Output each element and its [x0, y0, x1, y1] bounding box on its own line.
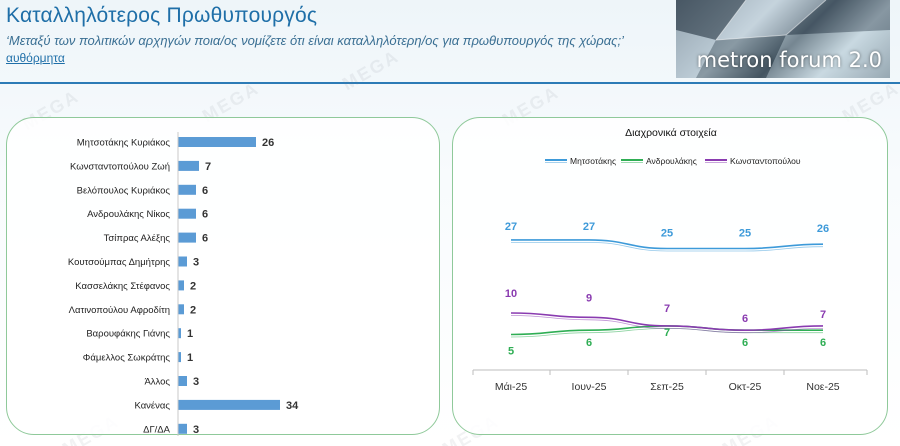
x-tick-label: Μάι-25	[495, 381, 527, 393]
series-line	[510, 312, 824, 332]
header-divider	[0, 82, 900, 84]
line-data-label: 7	[820, 309, 826, 321]
line-chart: Διαχρονικά στοιχεία Μητσοτάκης Ανδρουλάκη…	[472, 127, 868, 393]
bar-value-label: 1	[187, 352, 193, 364]
x-tick-label: Οκτ-25	[729, 381, 762, 393]
bar-category-label: Μητσοτάκης Κυριάκος	[77, 138, 171, 149]
bar-category-label: Λατινοπούλου Αφροδίτη	[69, 305, 170, 316]
legend-label: Κωνσταντοπούλου	[730, 156, 801, 166]
line-data-label: 5	[508, 346, 514, 358]
line-data-label: 7	[664, 327, 670, 339]
logo-text: metron forum 2.0	[684, 48, 882, 72]
bar	[178, 184, 196, 195]
bar-value-label: 6	[202, 233, 208, 245]
legend-label: Μητσοτάκης	[570, 156, 616, 166]
line-data-label: 6	[742, 313, 748, 325]
line-data-label: 26	[817, 223, 829, 235]
subnote-spontaneous: αυθόρμητα	[6, 51, 65, 65]
bar	[178, 423, 187, 434]
bar	[178, 328, 181, 339]
line-data-label: 6	[586, 337, 592, 349]
logo-version: 2.0	[848, 48, 882, 72]
bar-category-label: Βαρουφάκης Γιάνης	[86, 329, 170, 340]
x-tick-label: Σεπ-25	[650, 381, 684, 393]
bar	[178, 232, 196, 243]
line-data-label: 6	[742, 337, 748, 349]
x-tick-label: Νοε-25	[806, 381, 839, 393]
bar	[178, 304, 184, 315]
bar-category-label: Κωνσταντοπούλου Ζωή	[70, 161, 170, 172]
bar-category-label: Βελόπουλος Κυριάκος	[77, 185, 171, 196]
bar	[178, 208, 196, 219]
x-tick-label: Ιουν-25	[572, 381, 607, 393]
line-chart-panel: Διαχρονικά στοιχεία Μητσοτάκης Ανδρουλάκη…	[452, 117, 888, 435]
bar	[178, 376, 187, 386]
bar	[178, 399, 280, 410]
bar	[178, 137, 256, 147]
bar-value-label: 34	[286, 400, 299, 412]
line-data-label: 25	[661, 228, 673, 240]
logo-glass-pattern	[676, 0, 890, 78]
bar	[178, 160, 199, 171]
bar-value-label: 7	[205, 161, 211, 173]
bar-category-label: Τσίπρας Αλέξης	[104, 233, 171, 244]
logo-wordmark: metron forum	[696, 48, 842, 72]
bar-category-label: Κανένας	[134, 400, 170, 411]
series-line-shadow	[510, 315, 824, 334]
line-data-label: 9	[586, 292, 592, 304]
bar-category-label: Κουτσούμπας Δημήτρης	[68, 257, 171, 268]
line-data-label: 6	[820, 337, 826, 349]
bar-category-label: Άλλος	[144, 377, 170, 388]
bar-category-label: ΔΓ/ΔΑ	[143, 424, 171, 435]
series-line	[511, 239, 824, 250]
line-chart-title: Διαχρονικά στοιχεία	[625, 127, 717, 139]
line-data-label: 27	[583, 221, 595, 233]
bar-value-label: 26	[262, 137, 274, 149]
bar-category-label: Ανδρουλάκης Νίκος	[87, 209, 170, 220]
bar-value-label: 3	[193, 257, 199, 269]
legend-label: Ανδρουλάκης	[646, 156, 697, 166]
bar-value-label: 6	[202, 185, 208, 197]
bar-value-label: 6	[202, 209, 208, 221]
bar-category-label: Φάμελλος Σωκράτης	[83, 353, 171, 364]
line-data-label: 27	[505, 221, 517, 233]
bar-value-label: 3	[193, 376, 199, 388]
series-line-shadow	[511, 242, 824, 252]
line-data-label: 7	[664, 303, 670, 315]
line-data-label: 25	[739, 228, 751, 240]
bar-chart-panel: Μητσοτάκης Κυριάκος 26 Κωνσταντοπούλου Ζωή…	[6, 117, 440, 439]
header: Καταλληλότερος Πρωθυπουργός ‘Μεταξύ των …	[6, 4, 656, 65]
bar-value-label: 2	[190, 280, 196, 292]
bar-value-label: 3	[193, 424, 199, 436]
bar	[178, 256, 187, 267]
bar	[178, 352, 181, 363]
survey-question: ‘Μεταξύ των πολιτικών αρχηγών ποια/ος νο…	[6, 33, 624, 48]
line-data-label: 10	[505, 288, 517, 300]
bar-value-label: 1	[187, 328, 193, 340]
metron-forum-logo: metron forum 2.0	[676, 0, 890, 78]
bar	[178, 280, 184, 291]
bar-category-label: Κασσελάκης Στέφανος	[75, 281, 170, 292]
bar-value-label: 2	[190, 304, 196, 316]
page-title: Καταλληλότερος Πρωθυπουργός	[6, 4, 318, 27]
